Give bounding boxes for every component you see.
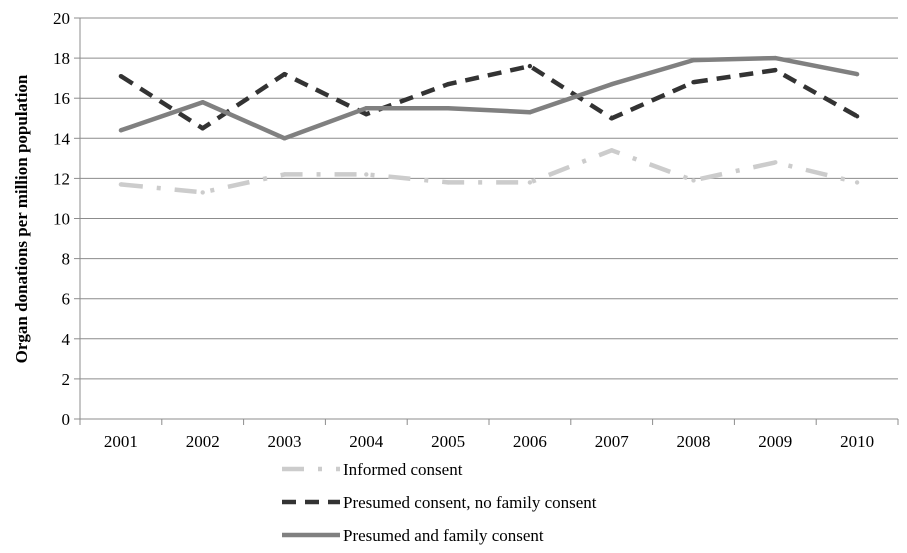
data-point xyxy=(691,79,696,85)
data-point xyxy=(118,182,124,187)
data-point xyxy=(118,128,124,133)
x-tick-label: 2009 xyxy=(758,432,792,451)
legend: Informed consent Presumed consent, no fam… xyxy=(282,460,597,545)
data-point xyxy=(364,112,369,117)
y-tick-label: 16 xyxy=(53,89,70,108)
data-point xyxy=(200,100,205,105)
data-point xyxy=(609,148,614,153)
data-point xyxy=(445,106,451,111)
data-point xyxy=(773,55,778,61)
data-point xyxy=(773,67,778,73)
y-tick-label: 6 xyxy=(62,290,71,309)
data-point xyxy=(282,136,287,141)
data-point xyxy=(364,172,369,177)
y-tick-label: 12 xyxy=(53,169,70,188)
data-point xyxy=(609,81,614,87)
gridlines xyxy=(80,17,898,380)
data-point xyxy=(527,180,533,185)
y-tick-label: 14 xyxy=(53,129,71,148)
data-point xyxy=(118,73,124,79)
x-tick-label: 2001 xyxy=(104,432,138,451)
x-tick-label: 2006 xyxy=(513,432,547,451)
data-point xyxy=(282,71,287,77)
data-point xyxy=(854,180,860,185)
legend-label-3: Presumed and family consent xyxy=(343,526,544,545)
series-line-1 xyxy=(120,148,858,195)
data-point xyxy=(445,180,451,185)
data-point xyxy=(445,81,451,87)
data-point xyxy=(527,110,533,115)
y-tick-label: 8 xyxy=(62,250,71,269)
data-point xyxy=(364,106,369,111)
data-point xyxy=(854,114,860,119)
y-tick-label: 4 xyxy=(62,330,71,349)
data-point xyxy=(609,116,614,121)
x-tick-label: 2003 xyxy=(268,432,302,451)
x-tick-label: 2008 xyxy=(677,432,711,451)
data-point xyxy=(527,63,533,69)
data-point xyxy=(200,190,205,195)
data-point xyxy=(854,71,860,77)
y-tick-label: 0 xyxy=(62,410,71,429)
x-tick-label: 2002 xyxy=(186,432,220,451)
y-axis-label: Organ donations per million population xyxy=(12,74,31,363)
x-tick-labels: 2001 2002 2003 2004 2005 2006 2007 2008 2009 2010 xyxy=(104,432,874,451)
series-line-2 xyxy=(119,63,859,131)
x-tick-label: 2004 xyxy=(349,432,384,451)
y-tick-label: 20 xyxy=(53,9,70,28)
data-point xyxy=(691,57,696,63)
y-tick-label: 18 xyxy=(53,49,70,68)
x-tick-label: 2007 xyxy=(595,432,630,451)
legend-label-1: Informed consent xyxy=(343,460,463,479)
x-tick-label: 2010 xyxy=(840,432,874,451)
series-line-3 xyxy=(120,55,858,141)
x-tick-label: 2005 xyxy=(431,432,465,451)
data-point xyxy=(691,178,696,183)
y-tick-label: 2 xyxy=(62,370,71,389)
axes xyxy=(74,17,899,425)
data-point xyxy=(773,160,778,165)
data-point xyxy=(200,126,205,131)
y-tick-label: 10 xyxy=(53,210,70,229)
series-lines xyxy=(118,55,860,195)
legend-label-2: Presumed consent, no family consent xyxy=(343,493,597,512)
data-point xyxy=(282,172,287,177)
y-tick-labels: 0 2 4 6 8 10 12 14 16 18 20 xyxy=(53,9,71,429)
